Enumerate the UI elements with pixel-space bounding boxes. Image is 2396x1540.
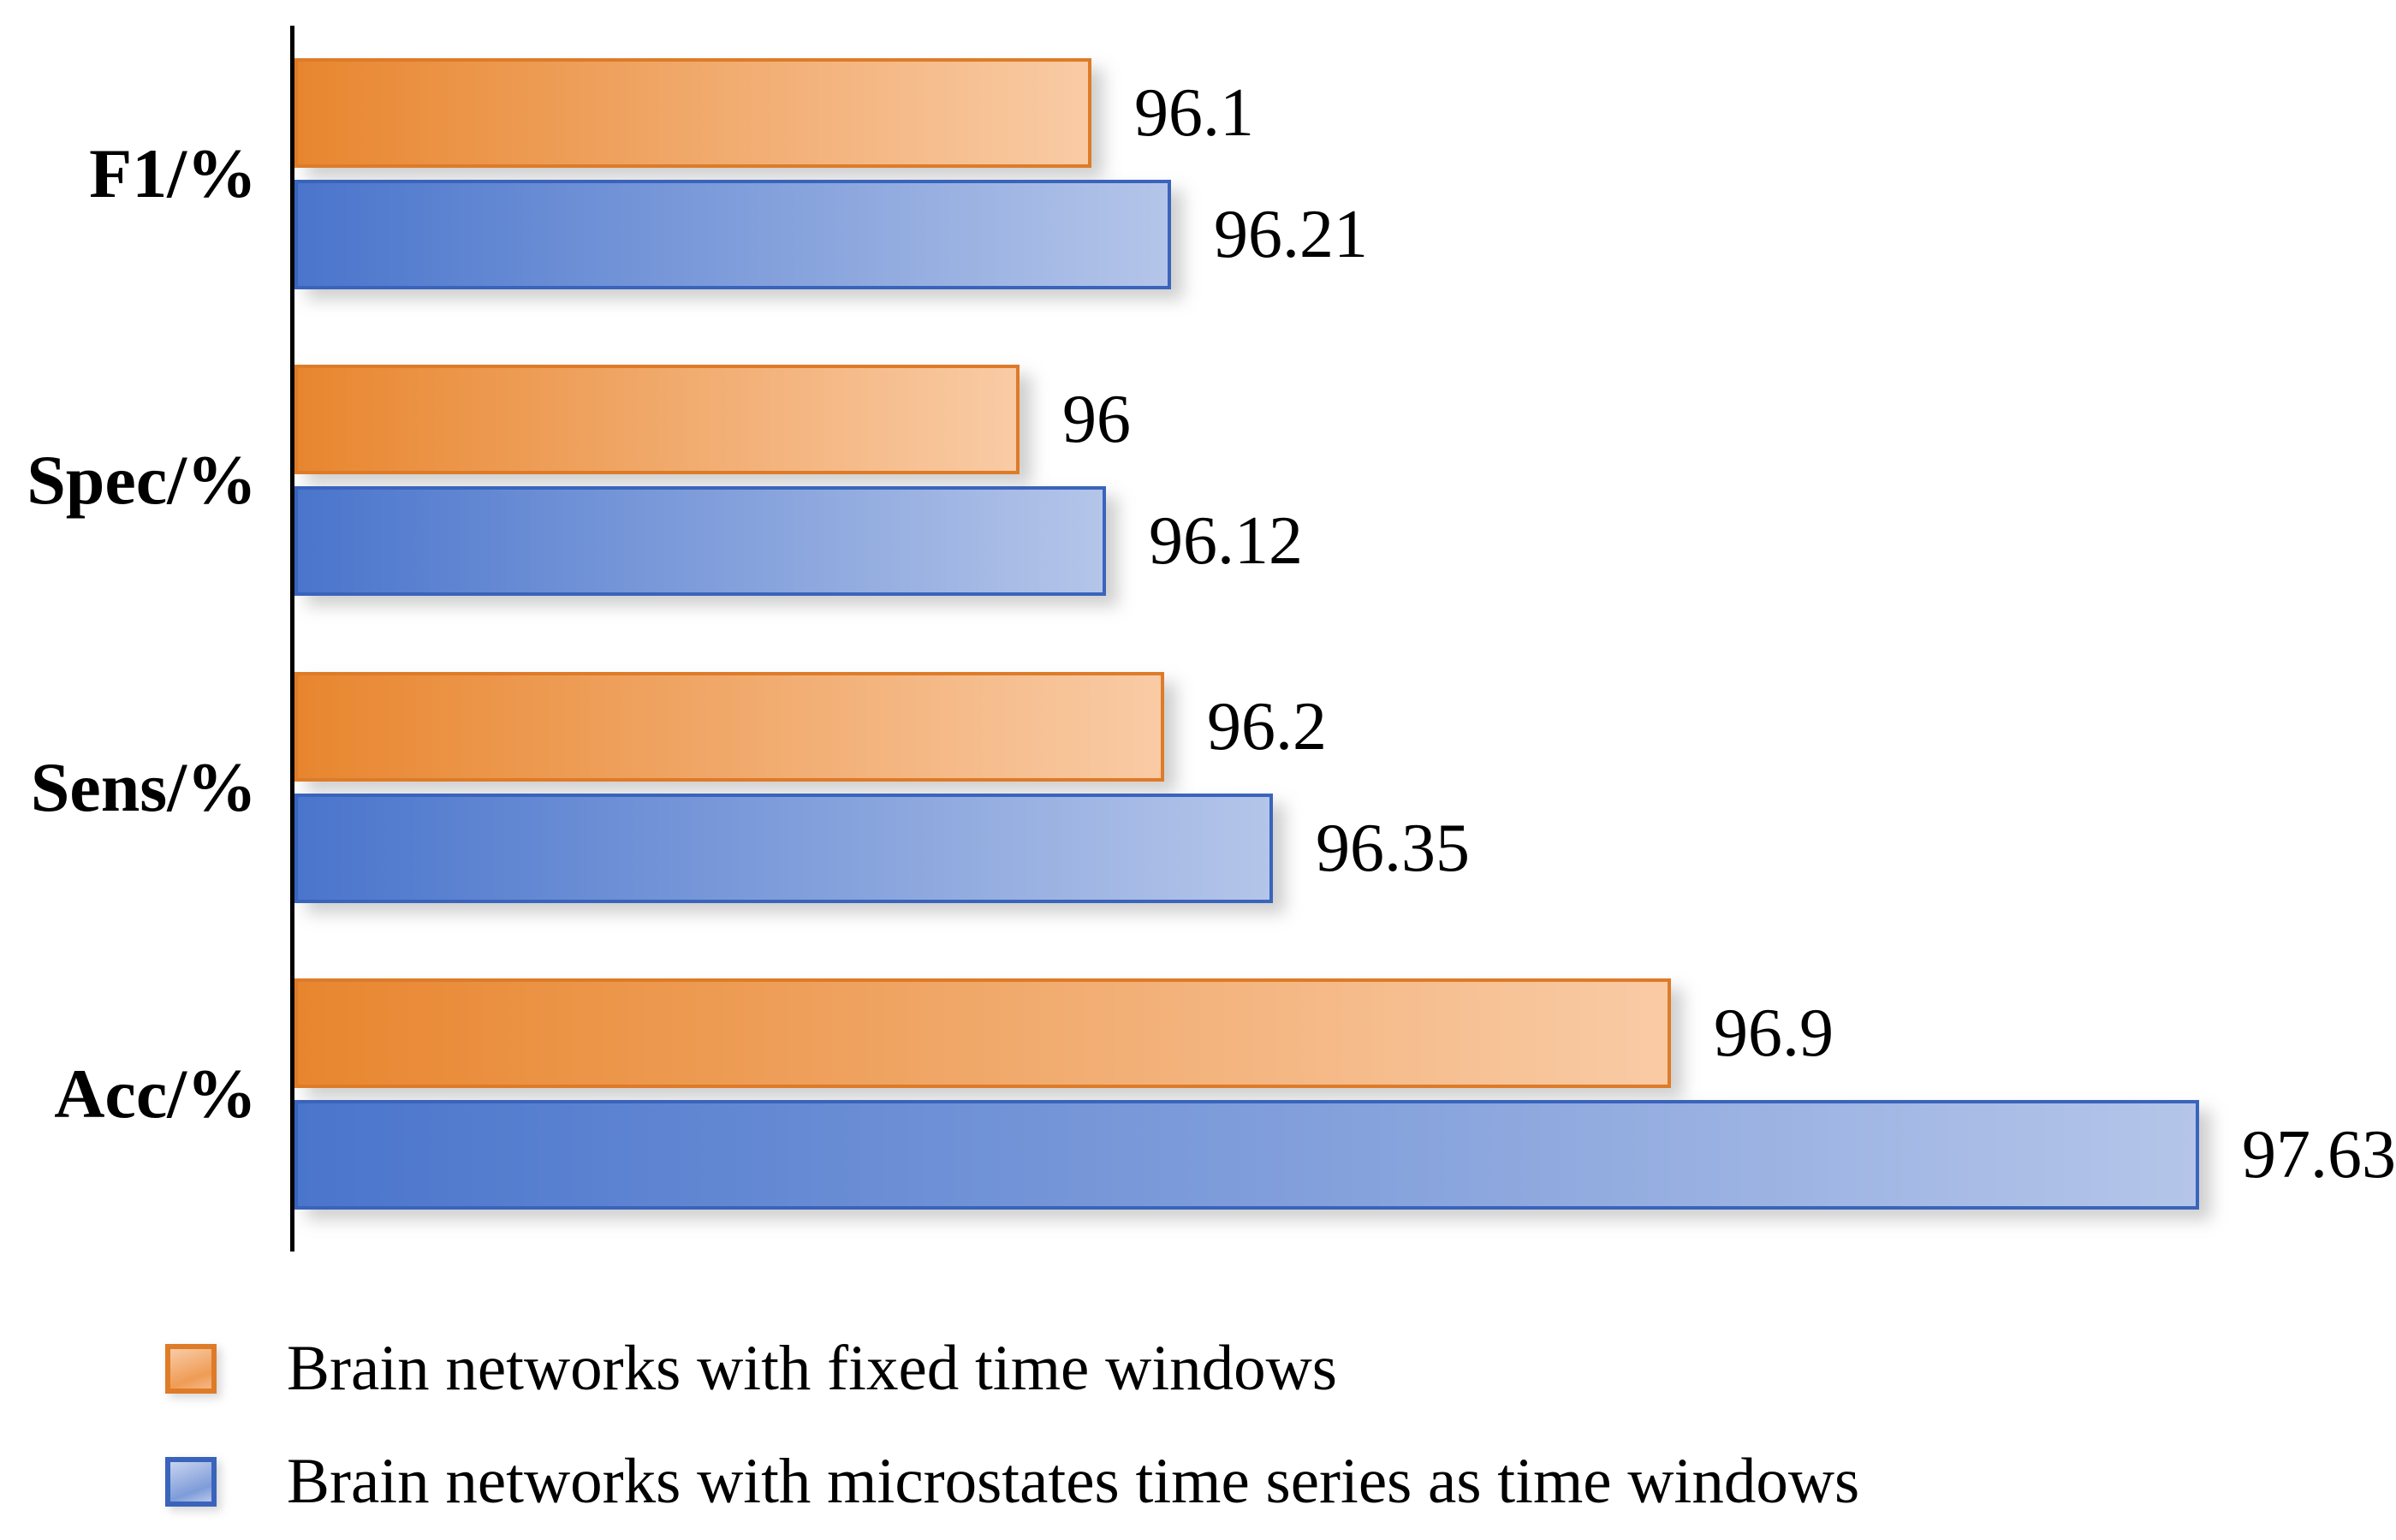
category-group-sens: Sens/% 96.2 96.35	[0, 672, 2396, 903]
legend-label: Brain networks with fixed time windows	[287, 1333, 1337, 1404]
bar-microstates-time-series	[294, 180, 1171, 289]
legend-label: Brain networks with microstates time ser…	[287, 1446, 1860, 1517]
bar-microstates-time-series	[294, 794, 1273, 903]
category-group-acc: Acc/% 96.9 97.63	[0, 978, 2396, 1210]
category-label: F1/%	[89, 134, 257, 212]
value-label: 96.2	[1207, 688, 1327, 764]
bar-row: 96.21	[294, 180, 2396, 289]
value-label: 96.1	[1134, 74, 1254, 151]
bar-pair: 96.1 96.21	[294, 58, 2396, 289]
bar-fixed-time-windows	[294, 672, 1164, 782]
bar-row: 96.1	[294, 58, 2396, 168]
bar-row: 97.63	[294, 1100, 2396, 1210]
bar-row: 96.12	[294, 486, 2396, 596]
bar-row: 96.9	[294, 978, 2396, 1088]
bar-row: 96	[294, 365, 2396, 474]
bar-row: 96.35	[294, 794, 2396, 903]
bar-pair: 96.2 96.35	[294, 672, 2396, 903]
value-label: 96.9	[1714, 995, 1834, 1071]
category-group-spec: Spec/% 96 96.12	[0, 365, 2396, 596]
bar-fixed-time-windows	[294, 978, 1671, 1088]
category-group-f1: F1/% 96.1 96.21	[0, 58, 2396, 289]
bar-microstates-time-series	[294, 1100, 2199, 1210]
bar-fixed-time-windows	[294, 365, 1020, 474]
legend-item-microstates-time-series: Brain networks with microstates time ser…	[165, 1446, 1859, 1517]
value-label: 96.35	[1316, 810, 1470, 886]
category-label: Acc/%	[54, 1055, 257, 1133]
value-label: 97.63	[2242, 1116, 2396, 1192]
y-axis-line	[290, 26, 294, 1252]
legend-swatch-blue	[165, 1457, 217, 1507]
bar-pair: 96.9 97.63	[294, 978, 2396, 1210]
legend-swatch-orange	[165, 1344, 217, 1394]
legend-item-fixed-time-windows: Brain networks with fixed time windows	[165, 1333, 1337, 1404]
bar-fixed-time-windows	[294, 58, 1091, 168]
bar-row: 96.2	[294, 672, 2396, 782]
bar-pair: 96 96.12	[294, 365, 2396, 596]
category-label: Spec/%	[27, 441, 257, 519]
value-label: 96.12	[1149, 502, 1303, 579]
value-label: 96.21	[1214, 196, 1368, 272]
category-label: Sens/%	[30, 748, 257, 826]
value-label: 96	[1062, 381, 1131, 457]
bar-microstates-time-series	[294, 486, 1106, 596]
